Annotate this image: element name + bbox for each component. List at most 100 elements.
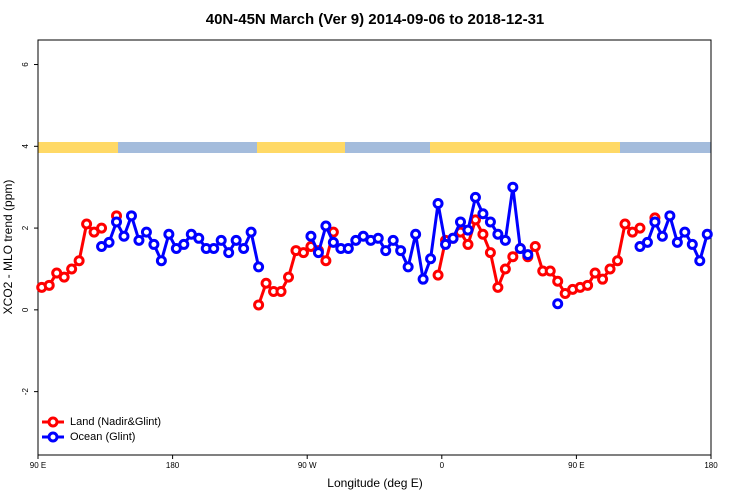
strip-ocean <box>118 142 257 153</box>
point <box>230 234 242 246</box>
x-tick-label: 90 W <box>298 461 317 470</box>
point <box>694 255 706 267</box>
x-tick-label: 90 E <box>568 461 584 470</box>
point <box>178 238 190 250</box>
point <box>529 240 541 252</box>
point <box>118 230 130 242</box>
point <box>701 228 713 240</box>
point <box>73 255 85 267</box>
point <box>612 255 624 267</box>
point <box>634 222 646 234</box>
point <box>111 216 123 228</box>
point <box>425 253 437 265</box>
point <box>410 228 422 240</box>
legend-marker <box>47 416 59 428</box>
point <box>260 277 272 289</box>
point <box>417 273 429 285</box>
point <box>514 243 526 255</box>
point <box>462 238 474 250</box>
point <box>193 232 205 244</box>
point <box>469 214 481 226</box>
y-axis-label: XCO2 - MLO trend (ppm) <box>1 180 15 315</box>
point <box>492 281 504 293</box>
point <box>320 255 332 267</box>
point <box>372 232 384 244</box>
point <box>582 279 594 291</box>
point <box>320 220 332 232</box>
strip-land <box>430 142 620 153</box>
point <box>133 234 145 246</box>
y-tick-label: 4 <box>21 144 30 149</box>
point <box>245 226 257 238</box>
point <box>686 238 698 250</box>
point <box>208 243 220 255</box>
point <box>440 238 452 250</box>
point <box>499 263 511 275</box>
point <box>402 261 414 273</box>
point <box>522 249 534 261</box>
y-tick-label: 6 <box>21 62 30 67</box>
y-tick-label: 2 <box>21 225 30 230</box>
x-tick-label: 180 <box>704 461 718 470</box>
point <box>469 191 481 203</box>
legend-label: Land (Nadir&Glint) <box>70 416 161 428</box>
point <box>148 238 160 250</box>
point <box>43 279 55 291</box>
point <box>305 230 317 242</box>
point <box>507 251 519 263</box>
point <box>96 222 108 234</box>
point <box>312 247 324 259</box>
point <box>671 236 683 248</box>
point <box>125 210 137 222</box>
point <box>454 216 466 228</box>
point <box>342 243 354 255</box>
strip-land <box>38 142 118 153</box>
x-tick-label: 180 <box>166 461 180 470</box>
x-axis-label: Longitude (deg E) <box>327 476 422 490</box>
series <box>96 181 713 310</box>
point <box>387 234 399 246</box>
point <box>462 224 474 236</box>
point <box>81 218 93 230</box>
x-tick-label: 0 <box>440 461 445 470</box>
point <box>499 234 511 246</box>
point <box>163 228 175 240</box>
point <box>447 232 459 244</box>
point <box>103 236 115 248</box>
x-tick-label: 90 E <box>30 461 46 470</box>
point <box>679 226 691 238</box>
point <box>223 247 235 259</box>
point <box>253 261 265 273</box>
point <box>552 275 564 287</box>
point <box>544 265 556 277</box>
point <box>238 243 250 255</box>
point <box>484 216 496 228</box>
point <box>327 236 339 248</box>
point <box>664 210 676 222</box>
y-tick-label: 0 <box>21 307 30 312</box>
point <box>395 245 407 257</box>
point <box>507 181 519 193</box>
series <box>38 210 659 309</box>
point <box>283 271 295 283</box>
point <box>589 267 601 279</box>
point <box>477 228 489 240</box>
plot-frame <box>37 39 712 456</box>
point <box>66 263 78 275</box>
point <box>432 198 444 210</box>
legend-marker <box>47 431 59 443</box>
chart-title: 40N-45N March (Ver 9) 2014-09-06 to 2018… <box>206 11 545 28</box>
point <box>155 255 167 267</box>
point <box>492 228 504 240</box>
strip-ocean <box>620 142 711 153</box>
point <box>641 236 653 248</box>
point <box>552 298 564 310</box>
point <box>215 234 227 246</box>
point <box>432 269 444 281</box>
strip-ocean <box>345 142 430 153</box>
land-ocean-strip <box>38 142 711 153</box>
point <box>656 230 668 242</box>
y-tick-label: -2 <box>21 388 30 396</box>
point <box>484 247 496 259</box>
